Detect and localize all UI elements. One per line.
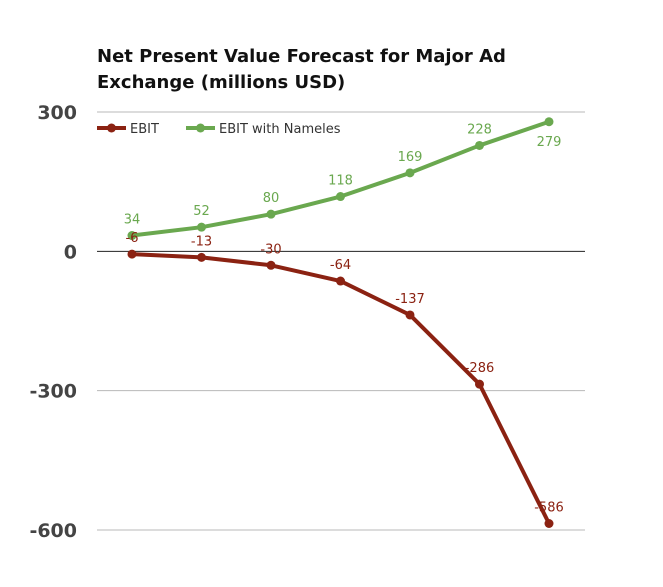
series-line-ebit: [130, 252, 551, 526]
data-point: [127, 249, 137, 259]
data-point: [197, 252, 206, 262]
data-point: [266, 209, 276, 219]
data-point: [544, 518, 554, 528]
data-point: [405, 168, 415, 178]
y-tick-label: -600: [29, 520, 77, 542]
data-point: [336, 192, 345, 202]
series-layer: [127, 117, 554, 528]
data-label: 80: [263, 191, 280, 206]
data-labels: -6 -13 -30 -64 -137 -286 -586 34 52 80 118 169 228 27…: [124, 122, 564, 515]
y-tick-label: -300: [29, 381, 77, 403]
data-label: 34: [124, 213, 141, 228]
y-tick-label: 0: [64, 241, 77, 263]
data-label: -30: [260, 242, 281, 257]
data-label: 118: [328, 174, 353, 189]
legend-swatch-marker: [196, 123, 205, 133]
data-label: -6: [126, 231, 139, 246]
data-point: [197, 222, 206, 232]
data-label: -13: [191, 234, 212, 249]
data-point: [127, 231, 137, 241]
data-point: [266, 260, 276, 270]
data-label: -137: [395, 292, 425, 307]
data-point: [405, 310, 415, 320]
data-point: [336, 276, 345, 286]
data-label: 169: [398, 150, 423, 165]
data-point: [475, 140, 484, 150]
data-label: -286: [465, 361, 495, 376]
data-label: 52: [193, 204, 210, 219]
legend-label: EBIT: [130, 122, 159, 137]
data-label: 228: [467, 122, 492, 137]
y-axis-ticks: 300 0 -300 -600: [29, 102, 77, 542]
data-label: -64: [330, 258, 351, 273]
legend-label: EBIT with Nameles: [219, 122, 341, 137]
data-point: [544, 117, 554, 127]
legend: EBIT EBIT with Nameles: [97, 122, 341, 137]
gridlines: [97, 111, 585, 531]
data-label: 279: [537, 135, 562, 150]
data-point: [475, 379, 484, 389]
y-tick-label: 300: [37, 102, 77, 124]
legend-swatch-marker: [107, 123, 116, 133]
data-label: -586: [534, 500, 564, 515]
chart-title: Net Present Value Forecast for Major Ad …: [97, 46, 506, 93]
